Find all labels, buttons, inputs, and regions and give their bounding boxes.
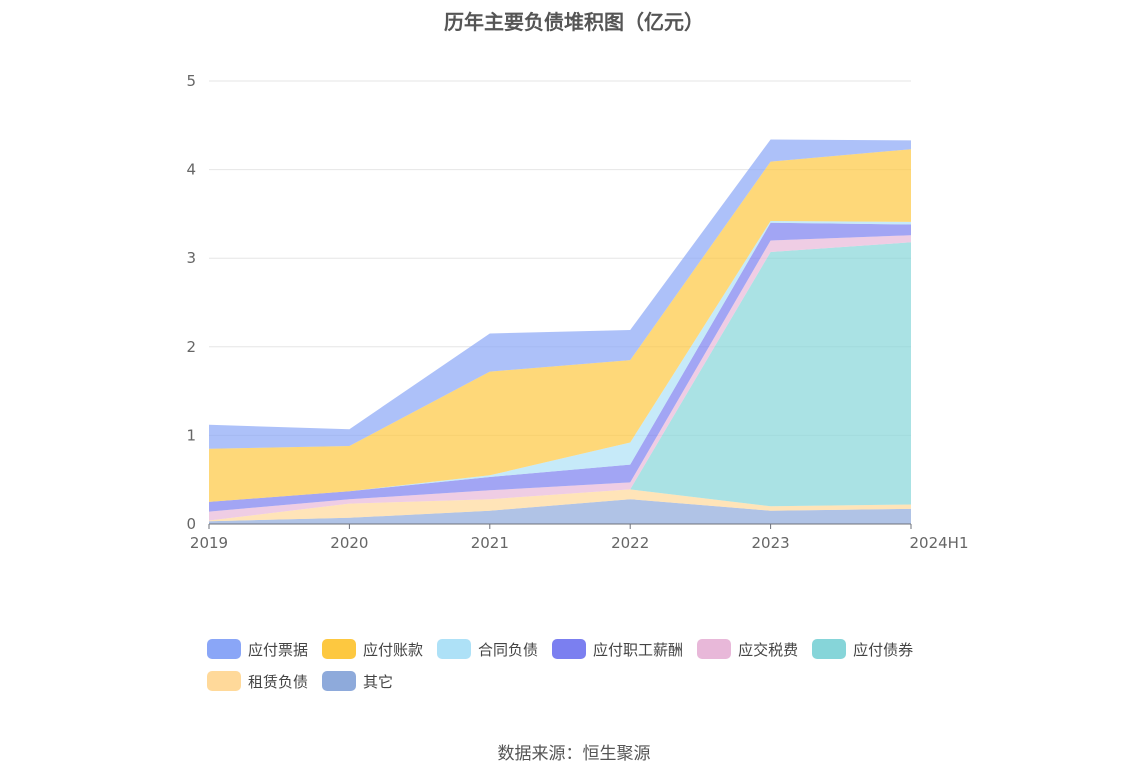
area-series (209, 235, 911, 521)
stacked-area-chart: 0 1 2 3 4 5 2019 2020 2021 2022 2023 2024H1 (186, 72, 969, 552)
legend-label: 其它 (363, 672, 394, 691)
legend-swatch (207, 639, 241, 659)
legend-swatch (812, 639, 847, 659)
x-tick-label: 2023 (752, 534, 790, 552)
area-series (209, 499, 911, 524)
legend-swatch (207, 671, 241, 691)
x-tick-label: 2021 (471, 534, 509, 552)
y-tick-label: 5 (186, 72, 196, 90)
legend-item-bonds-payable[interactable]: 应付债券 (812, 638, 913, 660)
x-tick-label: 2024H1 (910, 534, 969, 552)
legend-item-contract-liabilities[interactable]: 合同负债 (437, 638, 538, 660)
y-tick-label: 0 (186, 515, 196, 533)
legend-item-notes-payable[interactable]: 应付票据 (207, 638, 308, 660)
x-tick-label: 2020 (330, 534, 368, 552)
area-series (209, 149, 911, 502)
legend-label: 应付账款 (363, 640, 424, 659)
legend-swatch (552, 639, 587, 659)
legend-swatch (697, 639, 732, 659)
x-tick-label: 2019 (190, 534, 228, 552)
legend-item-payroll-payable[interactable]: 应付职工薪酬 (552, 638, 683, 660)
data-source-note: 数据来源：恒生聚源 (497, 744, 651, 764)
legend-swatch (437, 639, 472, 659)
y-tick-label: 4 (186, 161, 196, 179)
legend-item-taxes-payable[interactable]: 应交税费 (697, 638, 798, 660)
area-series (209, 242, 911, 521)
legend-label: 应付债券 (853, 640, 914, 659)
y-tick-label: 3 (186, 249, 196, 267)
legend-label: 应交税费 (738, 640, 799, 659)
legend-label: 应付职工薪酬 (593, 640, 684, 659)
x-tick-label: 2022 (611, 534, 649, 552)
chart-title: 历年主要负债堆积图（亿元） (444, 10, 704, 34)
legend-label: 租赁负债 (248, 672, 309, 691)
y-tick-label: 2 (186, 338, 196, 356)
legend-label: 应付票据 (248, 640, 309, 659)
legend-label: 合同负债 (478, 640, 539, 659)
legend-item-lease-liabilities[interactable]: 租赁负债 (207, 670, 308, 692)
legend-swatch (322, 671, 357, 691)
area-series (209, 222, 911, 512)
legend-item-other[interactable]: 其它 (322, 670, 393, 692)
legend-item-accounts-payable[interactable]: 应付账款 (322, 638, 423, 660)
chart-legend: 应付票据 应付账款 合同负债 应付职工薪酬 应交税费 应付债券 租赁负债 其它 (207, 638, 967, 692)
y-tick-label: 1 (186, 426, 196, 444)
area-series (209, 489, 911, 522)
legend-swatch (322, 639, 357, 659)
